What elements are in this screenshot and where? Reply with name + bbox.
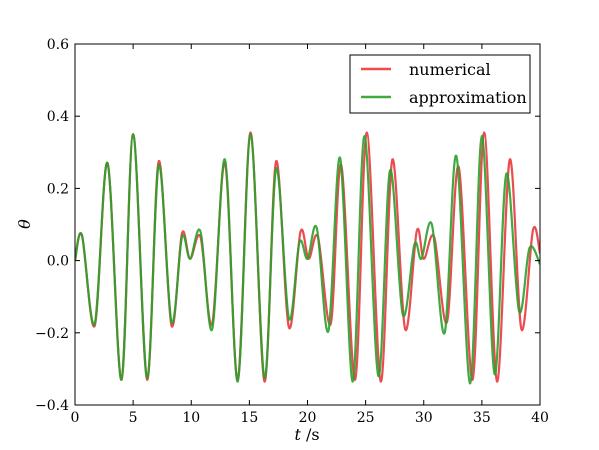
x-tick-label: 5 [129, 410, 138, 426]
y-tick-label: 0.0 [47, 254, 69, 270]
series-layer [75, 131, 540, 385]
legend-label-approximation: approximation [409, 88, 527, 107]
y-tick-label: −0.2 [35, 326, 69, 342]
y-axis-title: θ [15, 219, 34, 229]
x-tick-label: 10 [182, 410, 200, 426]
y-tick-label: 0.2 [47, 181, 69, 197]
legend: numerical approximation [349, 54, 531, 114]
x-tick-label: 35 [473, 410, 491, 426]
x-tick-label: 20 [299, 410, 317, 426]
x-axis-title: t /s [294, 425, 319, 444]
tick-layer: 0 5 10 15 20 25 30 35 40 −0.4 −0.2 0.0 0.2 0.4 0.6 [35, 37, 549, 426]
series-line-approximation [75, 133, 540, 385]
x-tick-label: 0 [71, 410, 80, 426]
x-tick-label: 15 [240, 410, 258, 426]
legend-frame [349, 54, 531, 114]
legend-label-numerical: numerical [409, 60, 491, 79]
y-tick-label: −0.4 [35, 398, 69, 414]
x-tick-label: 30 [415, 410, 433, 426]
y-tick-label: 0.6 [47, 37, 69, 53]
x-tick-label: 40 [531, 410, 549, 426]
y-tick-label: 0.4 [47, 109, 69, 125]
x-tick-label: 25 [357, 410, 375, 426]
